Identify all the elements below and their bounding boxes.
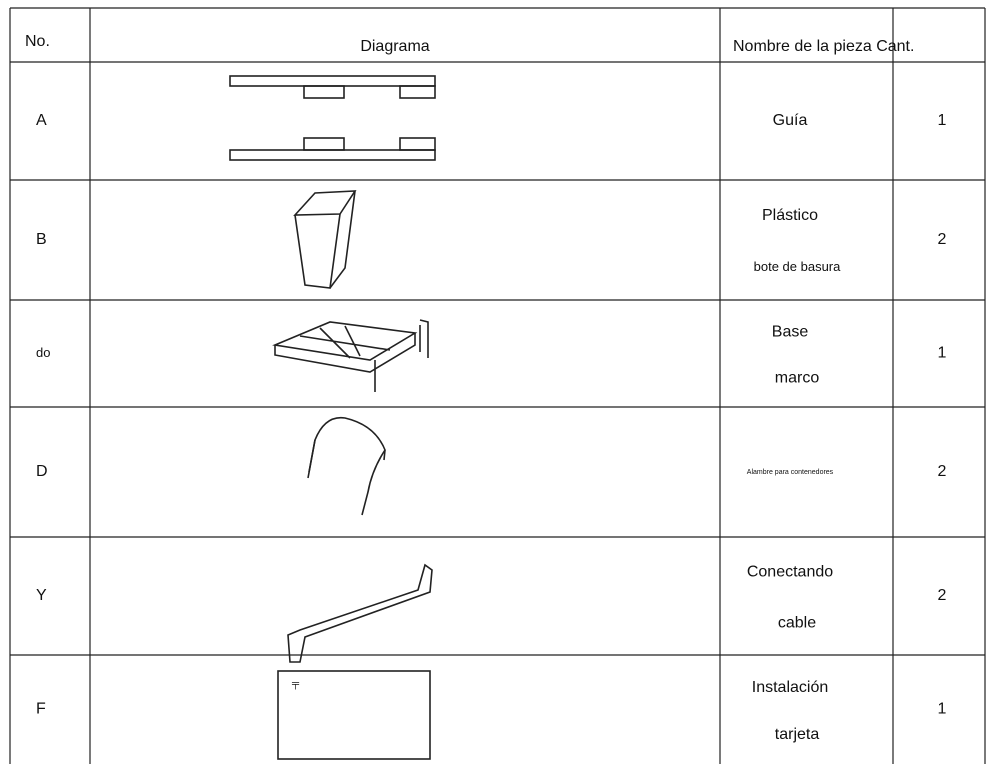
part-name: Guía bbox=[773, 112, 808, 129]
part-name: Plástico bbox=[762, 207, 818, 224]
drawing-connector bbox=[287, 563, 433, 663]
part-name: Instalación bbox=[752, 679, 829, 696]
part-name: tarjeta bbox=[775, 726, 820, 743]
row-qty: 1 bbox=[938, 112, 947, 129]
part-name: marco bbox=[775, 369, 820, 386]
part-name: Conectando bbox=[747, 564, 833, 581]
part-name: Base bbox=[772, 323, 809, 340]
header-diagram: Diagrama bbox=[360, 38, 429, 55]
row-qty: 2 bbox=[938, 231, 947, 248]
table-grid bbox=[9, 7, 986, 764]
header-no: No. bbox=[25, 33, 50, 50]
row-no: A bbox=[36, 112, 47, 129]
drawing-rails bbox=[229, 75, 436, 161]
row-qty: 2 bbox=[938, 587, 947, 604]
drawing-board: ╤ bbox=[277, 670, 431, 760]
drawing-bin bbox=[293, 190, 357, 289]
row-no: Y bbox=[36, 587, 47, 604]
part-name: Alambre para contenedores bbox=[747, 469, 834, 476]
drawing-frame bbox=[272, 319, 429, 392]
row-qty: 1 bbox=[938, 345, 947, 362]
row-no: D bbox=[36, 463, 48, 480]
header-name: Nombre de la pieza Cant. bbox=[733, 38, 914, 55]
row-no: F bbox=[36, 701, 46, 718]
part-name: cable bbox=[778, 614, 816, 631]
row-no: B bbox=[36, 231, 47, 248]
row-no: do bbox=[36, 345, 50, 360]
part-name: bote de basura bbox=[754, 259, 842, 274]
drawing-wire bbox=[307, 416, 386, 516]
row-qty: 1 bbox=[938, 701, 947, 718]
row-qty: 2 bbox=[938, 463, 947, 480]
board-hole: ╤ bbox=[291, 679, 300, 690]
